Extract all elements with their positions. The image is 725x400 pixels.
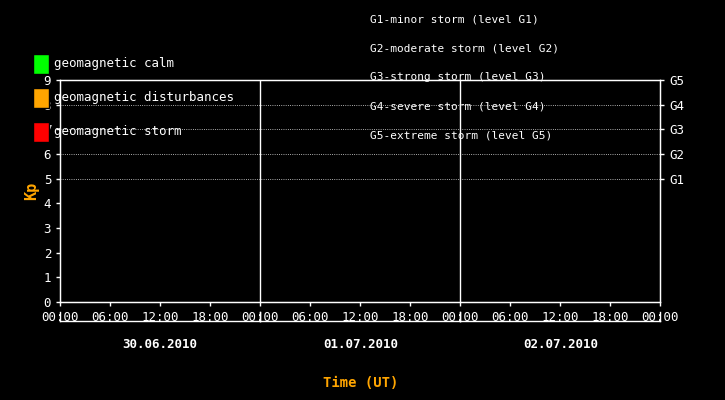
- Text: G5-extreme storm (level G5): G5-extreme storm (level G5): [370, 131, 552, 141]
- Y-axis label: Kp: Kp: [25, 182, 39, 200]
- Text: 01.07.2010: 01.07.2010: [323, 338, 398, 351]
- Text: geomagnetic calm: geomagnetic calm: [54, 57, 175, 70]
- Text: geomagnetic disturbances: geomagnetic disturbances: [54, 91, 234, 104]
- Text: G1-minor storm (level G1): G1-minor storm (level G1): [370, 14, 539, 24]
- Text: 02.07.2010: 02.07.2010: [523, 338, 598, 351]
- Text: G4-severe storm (level G4): G4-severe storm (level G4): [370, 102, 545, 112]
- Text: geomagnetic storm: geomagnetic storm: [54, 125, 182, 138]
- Text: G2-moderate storm (level G2): G2-moderate storm (level G2): [370, 43, 559, 53]
- Text: G3-strong storm (level G3): G3-strong storm (level G3): [370, 72, 545, 82]
- Text: 30.06.2010: 30.06.2010: [123, 338, 198, 351]
- Text: Time (UT): Time (UT): [323, 376, 398, 390]
